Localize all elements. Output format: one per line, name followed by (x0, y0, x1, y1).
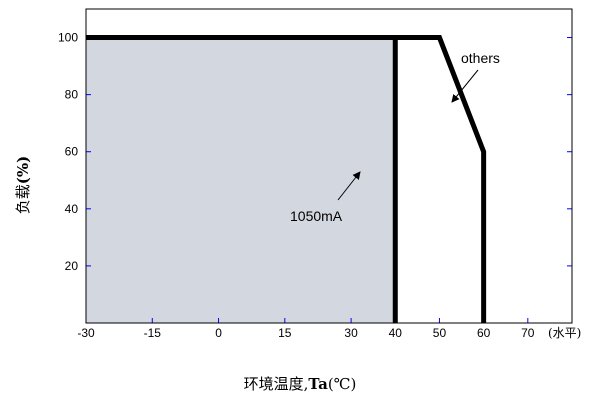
annotations: 1050mA others (290, 50, 500, 224)
x-tick-label: 0 (215, 326, 222, 340)
x-axis-label: 环境温度,Ta(℃) (244, 375, 357, 393)
x-tick-label: 15 (278, 326, 292, 340)
y-tick-label: 20 (65, 259, 79, 273)
shaded-operating-region (86, 37, 396, 323)
y-tick-label: 80 (65, 88, 79, 102)
plot-frame (85, 8, 573, 324)
tick-labels: -30 -15 0 15 30 40 50 60 70 20 40 60 80 100 (58, 31, 535, 340)
x-tick-label: 30 (344, 326, 358, 340)
annotation-1050ma-label: 1050mA (290, 208, 343, 224)
series-line-others (86, 35, 487, 323)
y-tick-label: 40 (65, 202, 79, 216)
y-axis-label: 负载(%) (14, 156, 32, 214)
y-axis-label-unit: (%) (14, 156, 32, 184)
annotation-others-arrow (451, 69, 479, 103)
y-tick-label: 100 (58, 31, 78, 45)
x-tick-label: 60 (477, 326, 491, 340)
x-axis-unit-note: (水平) (548, 326, 581, 340)
x-tick-label: 40 (389, 326, 403, 340)
x-tick-label: -30 (77, 326, 95, 340)
x-tick-label: 70 (521, 326, 535, 340)
x-tick-label: 50 (433, 326, 447, 340)
y-tick-label: 60 (65, 145, 79, 159)
annotation-others-label: others (461, 50, 500, 66)
x-axis-label-bold: Ta (308, 375, 328, 393)
x-tick-label: -15 (144, 326, 162, 340)
x-axis-label-unit: (℃) (328, 375, 356, 393)
series-lines (86, 35, 487, 323)
annotation-1050ma-arrow (337, 171, 361, 201)
y-axis-label-main: 负载 (14, 184, 32, 214)
x-axis-label-main: 环境温度, (244, 375, 309, 393)
